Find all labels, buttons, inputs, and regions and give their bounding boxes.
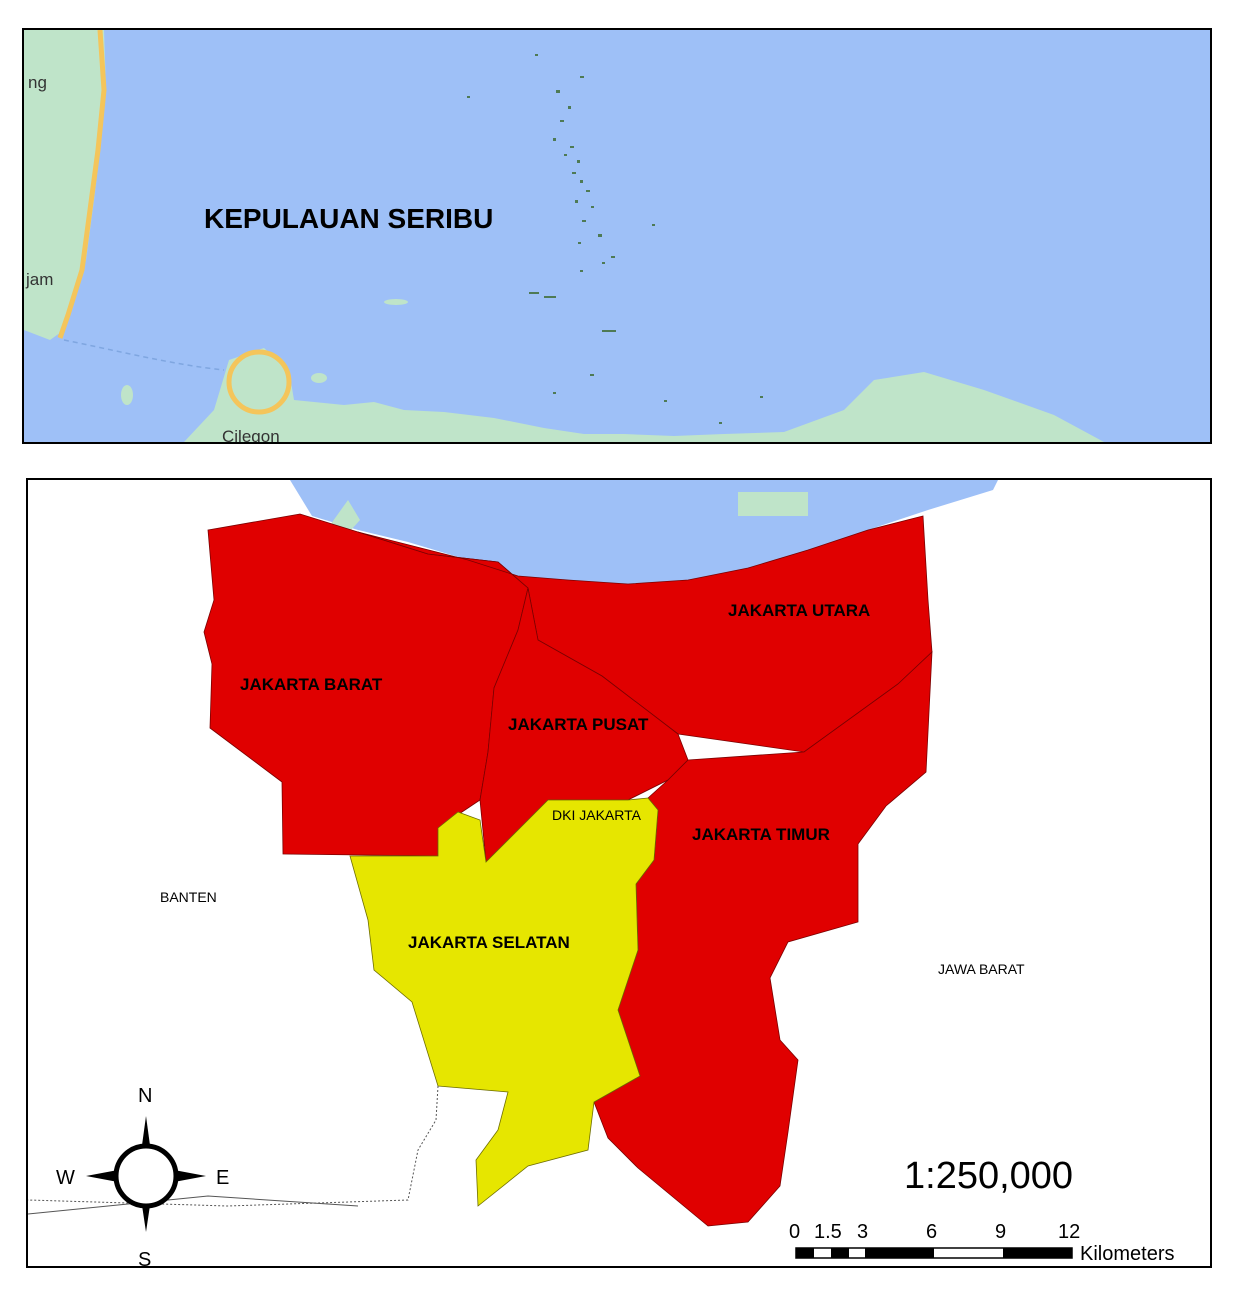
small-island bbox=[384, 299, 408, 305]
scale-bar-segment bbox=[831, 1248, 849, 1258]
thousand-islands-chain bbox=[467, 54, 763, 424]
scale-tick-1-5: 1.5 bbox=[814, 1221, 842, 1243]
kepulauan-seribu-map: KEPULAUAN SERIBU ng jam Cilegon bbox=[24, 30, 1210, 442]
kepulauan-seribu-label: KEPULAUAN SERIBU bbox=[204, 203, 493, 234]
province-border-line bbox=[28, 1195, 359, 1215]
dki-jakarta-map-panel: JAKARTA UTARA JAKARTA BARAT JAKARTA PUSA… bbox=[26, 478, 1212, 1268]
reclaimed-land bbox=[738, 492, 808, 516]
compass-arrow-east bbox=[174, 1170, 206, 1182]
scale-tick-12: 12 bbox=[1058, 1221, 1080, 1243]
compass-rose: N S W E bbox=[56, 1085, 229, 1266]
west-coast-land bbox=[24, 30, 106, 340]
compass-south-label: S bbox=[138, 1249, 151, 1266]
scale-bar bbox=[795, 1247, 1073, 1259]
coastal-road bbox=[57, 30, 107, 339]
sea-area bbox=[24, 30, 1210, 442]
label-jawa-barat: JAWA BARAT bbox=[938, 961, 1025, 977]
jakarta-bay bbox=[290, 480, 998, 584]
label-jakarta-timur: JAKARTA TIMUR bbox=[692, 825, 830, 844]
small-island bbox=[121, 385, 133, 405]
scale-tick-6: 6 bbox=[926, 1221, 937, 1243]
place-label-ng: ng bbox=[28, 73, 47, 92]
compass-arrow-west bbox=[86, 1170, 118, 1182]
label-jakarta-utara: JAKARTA UTARA bbox=[728, 601, 870, 620]
scale-bar-segment bbox=[865, 1248, 934, 1258]
compass-ring bbox=[113, 1143, 179, 1209]
place-label-cilegon: Cilegon bbox=[222, 427, 280, 442]
province-border-line bbox=[28, 1085, 439, 1207]
dki-jakarta-map: JAKARTA UTARA JAKARTA BARAT JAKARTA PUSA… bbox=[28, 480, 1174, 1266]
small-island bbox=[311, 373, 327, 383]
scale-bar-segment bbox=[796, 1248, 814, 1258]
label-banten: BANTEN bbox=[160, 889, 217, 905]
ferry-route bbox=[63, 339, 225, 371]
scale-tick-0: 0 bbox=[789, 1221, 800, 1243]
compass-east-label: E bbox=[216, 1167, 229, 1189]
scale-tick-9: 9 bbox=[995, 1221, 1006, 1243]
cilegon-ring-road bbox=[226, 349, 292, 415]
label-jakarta-pusat: JAKARTA PUSAT bbox=[508, 715, 649, 734]
compass-north-label: N bbox=[138, 1085, 152, 1107]
scale-tick-3: 3 bbox=[857, 1221, 868, 1243]
region-jakarta-selatan[interactable] bbox=[349, 797, 659, 1207]
scale-ratio: 1:250,000 bbox=[904, 1155, 1073, 1197]
label-dki-jakarta: DKI JAKARTA bbox=[552, 807, 642, 823]
java-coast-land bbox=[184, 348, 1104, 442]
scale-unit: Kilometers bbox=[1080, 1243, 1174, 1265]
label-jakarta-selatan: JAKARTA SELATAN bbox=[408, 933, 570, 952]
label-jakarta-barat: JAKARTA BARAT bbox=[240, 675, 383, 694]
kepulauan-seribu-map-panel: KEPULAUAN SERIBU ng jam Cilegon bbox=[22, 28, 1212, 444]
place-label-jam: jam bbox=[25, 270, 53, 289]
scale-bar-segment bbox=[1003, 1248, 1072, 1258]
compass-west-label: W bbox=[56, 1167, 75, 1189]
